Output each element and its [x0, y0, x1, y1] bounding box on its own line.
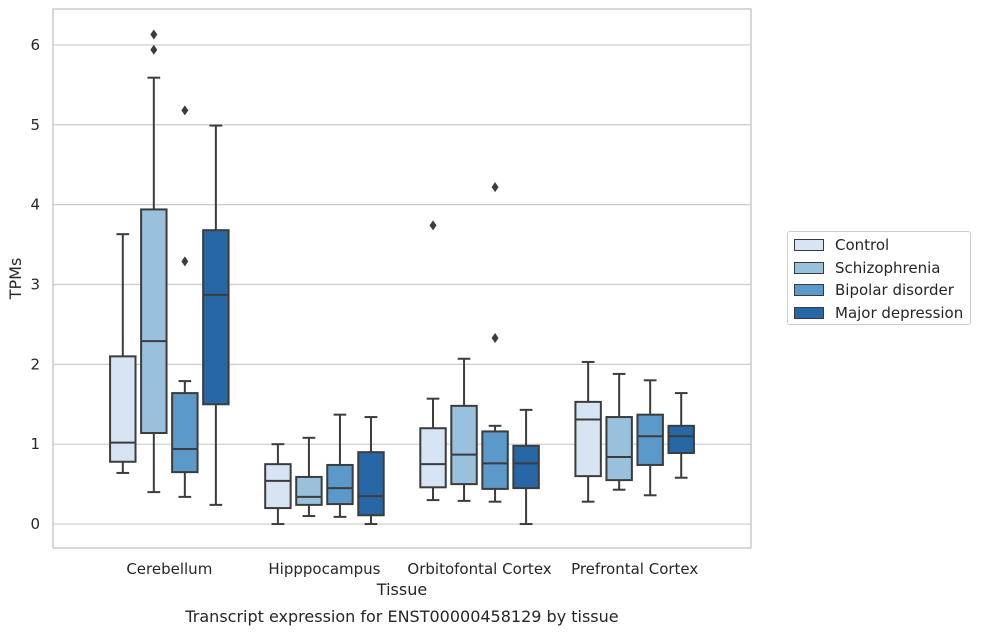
box-bipolar-disorder-2-outlier-0 — [491, 332, 499, 343]
plot-area-frame — [52, 8, 752, 549]
box-schizophrenia-1-box — [295, 475, 323, 506]
x-tick-label-cerebellum: Cerebellum — [126, 560, 212, 578]
x-axis-label: Tissue — [376, 580, 427, 599]
legend-item-major-depression: Major depression — [794, 303, 963, 323]
box-major-depression-0-box — [202, 229, 230, 406]
box-schizophrenia-0-outlier-1 — [150, 29, 158, 40]
x-axis-ticks: Cerebellum Hipppocampus Orbitofontal Corte… — [126, 560, 698, 578]
box-major-depression-1-box — [357, 451, 385, 517]
box-schizophrenia-0-box — [140, 208, 168, 435]
box-control-3-box — [574, 400, 602, 478]
x-tick-label-hipppocampus: Hipppocampus — [268, 560, 380, 578]
y-tick-label-2: 2 — [30, 355, 40, 373]
box-bipolar-disorder-0-box — [171, 392, 199, 474]
box-major-depression-3-box — [667, 424, 695, 454]
legend-swatch-schizophrenia — [794, 261, 824, 274]
legend-item-control: Control — [794, 235, 889, 255]
x-tick-label-prefrontal-cortex: Prefrontal Cortex — [571, 560, 698, 578]
box-control-2-box — [419, 427, 447, 489]
legend-swatch-major-depression — [794, 306, 824, 319]
box-series-group — [109, 29, 695, 526]
box-schizophrenia-2-box — [450, 404, 478, 486]
legend: Control Schizophrenia Bipolar disorder M… — [787, 231, 971, 325]
y-tick-label-3: 3 — [30, 275, 40, 293]
chart-title: Transcript expression for ENST0000045812… — [184, 607, 618, 626]
legend-label-control: Control — [835, 236, 890, 254]
legend-swatch-bipolar-disorder — [794, 284, 824, 296]
box-bipolar-disorder-1-box — [326, 463, 354, 506]
box-bipolar-disorder-3-box — [636, 413, 664, 466]
legend-label-bipolar-disorder: Bipolar disorder — [835, 281, 954, 299]
box-control-2-outlier-0 — [429, 220, 437, 231]
y-tick-label-1: 1 — [30, 435, 40, 453]
y-tick-label-6: 6 — [30, 36, 40, 54]
x-tick-label-orbitofontal-cortex: Orbitofontal Cortex — [407, 560, 551, 578]
legend-swatch-control — [794, 239, 824, 251]
legend-item-bipolar-disorder: Bipolar disorder — [794, 280, 954, 300]
box-bipolar-disorder-0-outlier-1 — [181, 105, 189, 116]
y-axis-ticks: 0 1 2 3 4 5 6 — [30, 36, 40, 533]
legend-label-major-depression: Major depression — [835, 303, 964, 322]
y-axis-label: TPMs — [6, 258, 25, 301]
grid-lines — [53, 44, 751, 525]
legend-item-schizophrenia: Schizophrenia — [794, 258, 940, 278]
legend-label-schizophrenia: Schizophrenia — [835, 258, 941, 277]
box-bipolar-disorder-2-box — [481, 430, 509, 490]
box-schizophrenia-0-outlier-0 — [150, 44, 158, 55]
y-tick-label-0: 0 — [30, 515, 40, 533]
box-major-depression-2-box — [512, 444, 540, 490]
box-control-0-box — [109, 355, 137, 463]
box-bipolar-disorder-2-outlier-1 — [491, 182, 499, 193]
box-schizophrenia-3-box — [605, 416, 633, 482]
box-bipolar-disorder-0-outlier-0 — [181, 256, 189, 267]
y-tick-label-5: 5 — [30, 116, 40, 134]
y-tick-label-4: 4 — [30, 196, 40, 214]
box-control-1-box — [264, 463, 292, 510]
